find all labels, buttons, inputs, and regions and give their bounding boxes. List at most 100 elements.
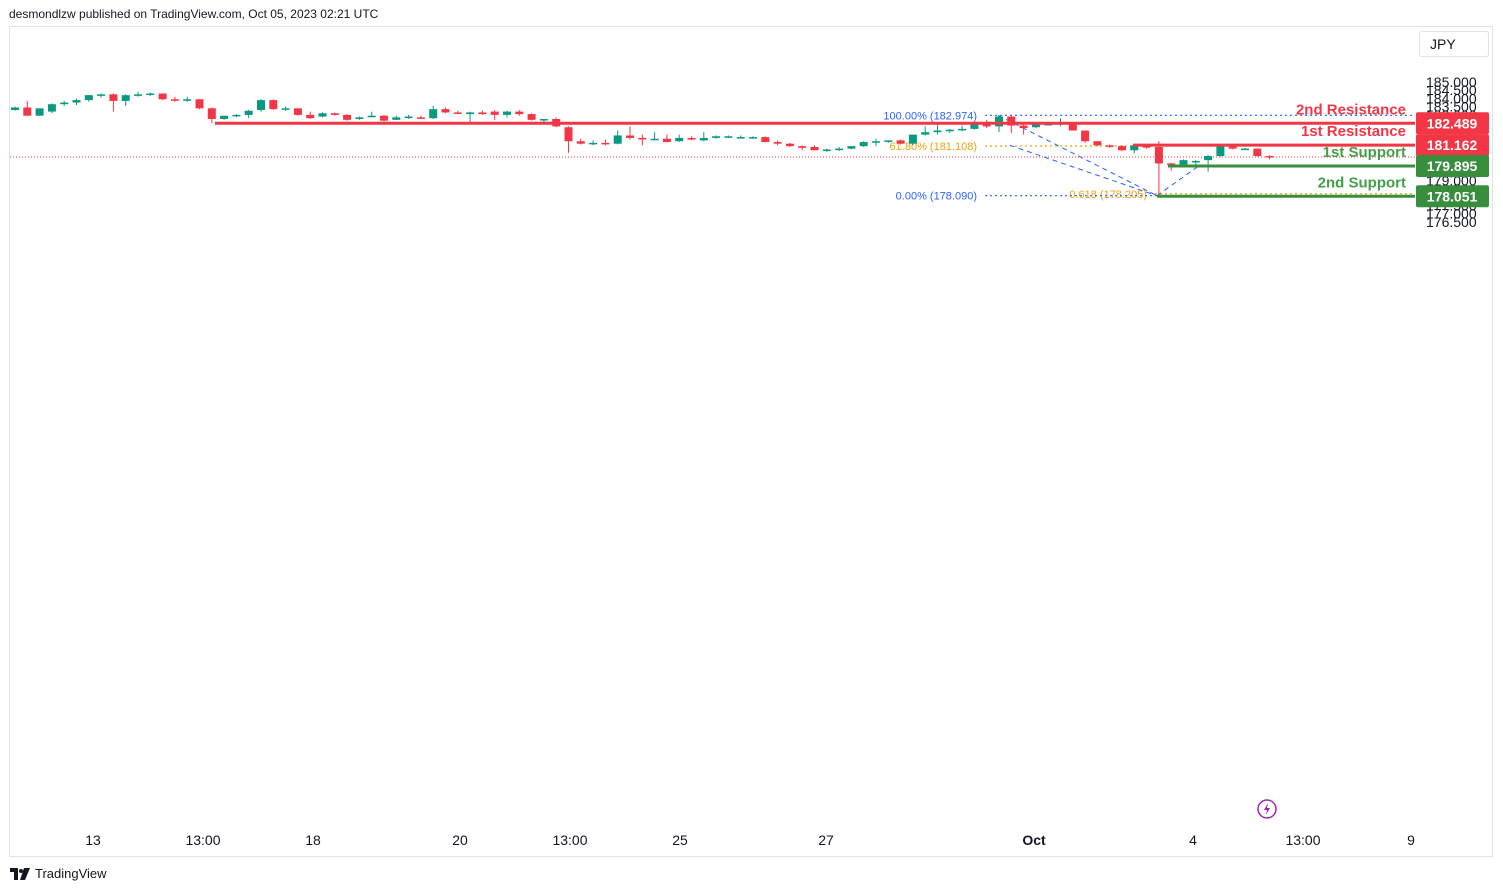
candle-body (785, 143, 794, 147)
candle-body (1179, 160, 1188, 166)
tradingview-logo-icon (10, 867, 30, 880)
candle-body (576, 141, 585, 144)
candle-body (281, 108, 290, 110)
chart-frame (9, 26, 1493, 857)
price-tag (1416, 154, 1489, 177)
candle-body (589, 142, 598, 145)
candle-body (60, 102, 69, 105)
candle-body (478, 112, 487, 115)
candle-body (503, 111, 511, 115)
candle-body (207, 108, 216, 120)
candle-body (269, 100, 278, 110)
candle-body (921, 132, 930, 135)
lightning-icon (1257, 799, 1277, 819)
candle-body (47, 104, 56, 112)
candle-body (1265, 156, 1274, 158)
candle-body (884, 140, 893, 142)
candle-body (343, 114, 352, 120)
level-label: 1st Support (1323, 144, 1406, 161)
candle-body (1007, 116, 1016, 126)
candle-body (23, 107, 32, 116)
candle-body (859, 142, 868, 147)
y-tick-label: 177.000 (1426, 206, 1477, 222)
level-label: 2nd Resistance (1296, 101, 1406, 118)
candle-body (1216, 144, 1225, 157)
x-tick-label: 25 (672, 832, 688, 848)
y-tick-label: 184.000 (1426, 90, 1477, 106)
candle-body (97, 94, 106, 96)
candle-body (933, 130, 942, 133)
candle-body (749, 137, 757, 139)
price-tag (1416, 134, 1489, 157)
candle-body (1167, 163, 1176, 166)
level-label: 1st Resistance (1301, 123, 1406, 140)
candle-body (995, 116, 1003, 127)
candle-body (822, 149, 831, 151)
candle-body (761, 137, 770, 143)
candle-body (1130, 145, 1139, 151)
lightning-icon-circle (1257, 799, 1277, 819)
candle-body (699, 137, 708, 141)
candle-body (429, 109, 438, 119)
candle-body (687, 137, 696, 140)
candle-body (564, 127, 573, 142)
candle-body (195, 99, 204, 109)
candle-body (453, 112, 462, 114)
y-tick-label: 185.000 (1426, 74, 1477, 90)
x-tick-label: Oct (1022, 832, 1046, 848)
candle-body (527, 114, 536, 120)
candle-body (441, 109, 450, 113)
candle-body (601, 142, 610, 145)
candle-body (232, 114, 241, 117)
candle-body (896, 140, 905, 144)
candle-body (835, 148, 844, 151)
candle-body (613, 135, 622, 144)
x-tick-label: 27 (818, 832, 834, 848)
y-tick-label: 183.500 (1426, 99, 1477, 115)
candle-body (908, 134, 917, 144)
candle-body (810, 146, 819, 151)
candle-body (146, 93, 155, 96)
candle-body (1031, 123, 1040, 128)
tradingview-logo[interactable]: TradingView (10, 866, 107, 881)
candle-body (1253, 148, 1262, 157)
candle-body (1241, 148, 1249, 151)
candle-body (355, 117, 364, 120)
candle-body (404, 116, 413, 119)
candle-body (170, 99, 179, 101)
candle-body (257, 100, 265, 110)
candle-body (1081, 130, 1090, 142)
fib-level-label: 0.00% (178.090) (896, 191, 977, 203)
candle-body (712, 136, 721, 138)
currency-button[interactable]: JPY (1419, 31, 1489, 57)
price-tag-label: 182.489 (1427, 115, 1478, 131)
price-tag (1416, 112, 1489, 135)
candle-body (1093, 141, 1102, 146)
x-tick-label: 20 (452, 832, 468, 848)
x-tick-label: 13:00 (1285, 832, 1320, 848)
candle-body (1204, 156, 1213, 161)
candle-body (945, 129, 954, 132)
fib-trend-line (1156, 164, 1201, 197)
candle-body (539, 119, 548, 121)
fib-level-label: 100.00% (182.974) (883, 110, 977, 122)
candle-body (121, 95, 130, 101)
candle-body (244, 110, 253, 115)
candle-body (847, 146, 856, 149)
candle-body (35, 108, 44, 116)
candle-body (675, 137, 684, 142)
candle-body (1019, 125, 1028, 129)
candle-body (380, 115, 388, 121)
fib-level-label: 0.618 (178.205) (1069, 189, 1147, 201)
candle-body (872, 141, 880, 143)
candle-body (736, 137, 745, 139)
candle-body (367, 115, 376, 118)
candle-body (134, 94, 142, 96)
price-tag-label: 181.162 (1427, 137, 1478, 153)
x-tick-label: 13:00 (552, 832, 587, 848)
candle-body (650, 138, 659, 141)
y-tick-label: 184.500 (1426, 82, 1477, 98)
candle-body (318, 113, 327, 117)
candle-body (392, 117, 401, 120)
